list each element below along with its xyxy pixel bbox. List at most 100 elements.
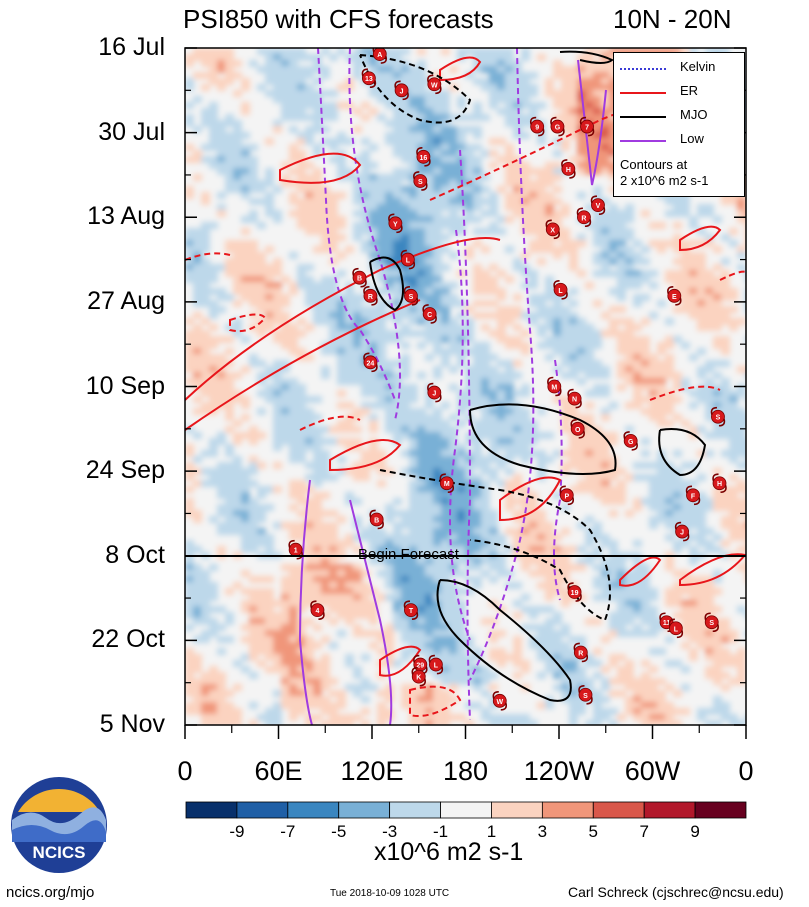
storm-marker-label: M: [609, 735, 615, 742]
storm-marker-label: 11: [663, 620, 671, 627]
colorbar-swatch: [694, 801, 747, 819]
footer-timestamp: Tue 2018-10-09 1028 UTC: [330, 888, 450, 899]
colorbar-tick-label: -3: [382, 822, 398, 841]
wave-contours: [185, 48, 746, 725]
storm-marker-label: L: [283, 741, 288, 748]
storm-marker-label: M: [551, 385, 557, 392]
x-tick-label: 180: [442, 756, 489, 786]
x-tick-label: 0: [738, 756, 754, 786]
storm-marker-label: L: [674, 626, 679, 633]
colorbar-swatch: [541, 801, 594, 819]
footer-author: Carl Schreck (cjschrec@ncsu.edu): [568, 884, 784, 900]
storm-marker-label: R: [578, 650, 583, 657]
colorbar-swatch: [185, 801, 238, 819]
storm-marker-label: J: [432, 391, 436, 398]
storm-marker-label: K: [416, 675, 421, 682]
storm-marker-label: L: [558, 288, 563, 295]
storm-marker-label: H: [566, 167, 571, 174]
storm-marker-label: S: [409, 294, 414, 301]
storm-marker-label: E: [672, 294, 677, 301]
storm-marker: L: [278, 734, 291, 752]
colorbar-tick-label: 5: [588, 822, 598, 841]
storm-marker: V: [590, 195, 606, 215]
storm-marker: 16: [416, 147, 431, 167]
colorbar-swatch: [592, 801, 645, 819]
storm-marker-label: O: [575, 427, 581, 434]
colorbar-swatch: [236, 801, 289, 819]
storm-marker-label: B: [357, 276, 362, 283]
storm-marker: W: [427, 74, 442, 95]
storm-marker-label: G: [555, 125, 561, 132]
y-tick-label: 27 Aug: [87, 286, 165, 315]
storm-marker: 7: [579, 116, 595, 137]
colorbar-swatch: [287, 801, 340, 819]
y-tick-label: 24 Sep: [85, 456, 165, 485]
storm-marker-label: J: [400, 88, 404, 95]
storm-marker-label: 1: [294, 548, 298, 555]
storm-marker: M: [547, 376, 562, 397]
storm-marker-label: S: [583, 693, 588, 700]
storm-marker: B: [369, 509, 384, 530]
colorbar-tick-label: 7: [639, 822, 649, 841]
storm-marker: C: [422, 304, 437, 324]
storm-marker: S: [578, 684, 593, 705]
chart-region: 10N - 20N: [613, 4, 732, 34]
storm-marker-label: R: [581, 215, 586, 222]
y-tick-label: 16 Jul: [98, 33, 165, 61]
colorbar-units: x10^6 m2 s-1: [374, 838, 524, 866]
y-tick-label: 5 Nov: [99, 710, 165, 738]
colorbar: [185, 801, 747, 819]
storm-marker: E: [667, 286, 682, 306]
x-tick-label: 0: [177, 756, 193, 786]
storm-marker: J: [394, 80, 409, 101]
storm-marker-label: 29: [416, 663, 424, 670]
storm-marker: K: [411, 666, 426, 687]
storm-marker: A: [372, 48, 388, 64]
storm-marker-label: R: [368, 294, 373, 301]
storm-marker-label: T: [409, 608, 414, 615]
storm-marker-label: W: [431, 82, 438, 89]
begin-forecast-label: Begin Forecast: [358, 546, 459, 563]
storm-marker: S: [413, 171, 428, 191]
x-tick-label: 60W: [624, 756, 681, 786]
x-tick-label: 120E: [340, 756, 404, 786]
storm-marker-label: 4: [316, 608, 320, 615]
x-tick-label: 120W: [523, 756, 595, 786]
storm-marker: N: [567, 388, 582, 409]
storm-marker: M: [605, 728, 618, 746]
storm-marker: S: [403, 286, 419, 306]
x-tick-label: 60E: [254, 756, 303, 786]
storm-marker: L: [668, 618, 684, 639]
colorbar-swatch: [338, 801, 391, 819]
storm-marker: L: [400, 249, 416, 270]
storm-marker-label: 9: [535, 125, 539, 132]
y-tick-label: 10 Sep: [85, 371, 165, 400]
storm-marker: S: [710, 406, 726, 427]
storm-marker-label: 13: [365, 76, 373, 83]
storm-marker: G: [550, 116, 565, 137]
logo-text: NCICS: [33, 843, 86, 862]
legend: Kelvin ER MJO Low Contours at 2 x10^6 m2…: [613, 52, 745, 197]
footer-site[interactable]: ncics.org/mjo: [6, 884, 95, 901]
storm-marker: X: [545, 219, 561, 240]
storm-marker-label: N: [572, 397, 577, 404]
y-tick-label: 22 Oct: [91, 625, 165, 654]
storm-marker: H: [712, 473, 727, 494]
storm-marker: T: [403, 600, 419, 620]
storm-marker-label: Y: [393, 221, 398, 228]
storm-marker-label: W: [496, 699, 503, 706]
storm-marker: G: [623, 431, 638, 451]
colorbar-tick-label: -9: [229, 822, 245, 841]
chart-title: PSI850 with CFS forecasts: [183, 4, 494, 34]
storm-marker: 4: [310, 600, 325, 620]
storm-marker-label: L: [434, 663, 439, 670]
storm-marker: 19: [567, 582, 582, 602]
storm-marker-label: 7: [585, 125, 589, 132]
colorbar-tick-label: 9: [690, 822, 700, 841]
storm-marker-label: S: [418, 179, 423, 186]
storm-markers: A 13 J W 9 G 7 16 S H Y X R V L B R S L E C 24 M N J O G S M P B F H J 1 19…: [278, 48, 727, 752]
colorbar-tick-label: -7: [280, 822, 296, 841]
storm-marker-label: L: [406, 258, 411, 265]
y-tick-label: 8 Oct: [105, 540, 165, 569]
storm-marker: 9: [529, 116, 545, 137]
